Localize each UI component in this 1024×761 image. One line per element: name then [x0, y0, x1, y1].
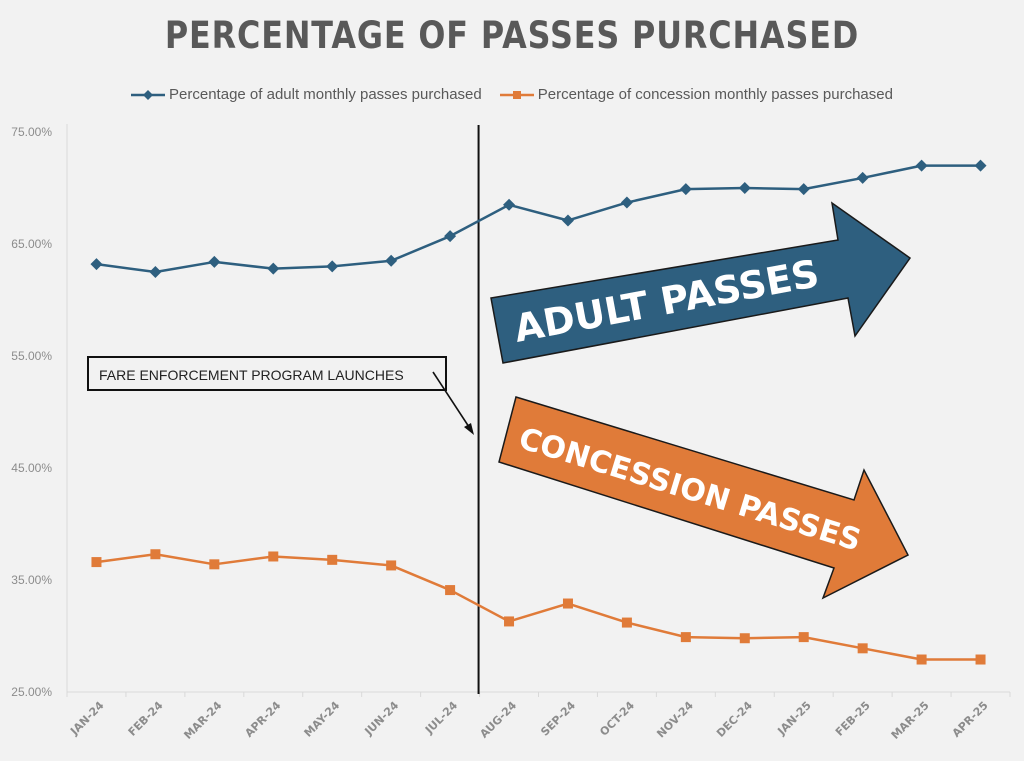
legend-marker-concession-icon — [499, 90, 534, 99]
x-tick-label: FEB-24 — [126, 699, 166, 739]
data-point — [680, 632, 691, 643]
data-point — [975, 654, 986, 665]
y-tick-label: 65.00% — [11, 237, 52, 251]
data-point — [149, 266, 162, 278]
data-point — [385, 254, 398, 267]
data-point — [797, 183, 810, 196]
data-point — [209, 559, 220, 570]
legend-marker-adult-icon — [131, 89, 166, 100]
x-tick-label: JUN-24 — [362, 699, 402, 739]
x-tick-label: APR-24 — [242, 699, 283, 740]
data-point — [327, 554, 338, 565]
y-axis-ticks: 25.00% 35.00% 45.00% 55.00% 65.00% 75.00% — [11, 125, 52, 699]
series-concession — [91, 549, 986, 665]
y-tick-label: 75.00% — [11, 125, 52, 139]
data-point — [738, 182, 751, 194]
data-point — [915, 159, 928, 172]
data-point — [444, 230, 457, 243]
x-tick-label: FEB-25 — [833, 699, 873, 739]
x-tick-label: OCT-24 — [597, 699, 637, 739]
data-point — [267, 262, 280, 275]
concession-trend-arrow: CONCESSION PASSES — [498, 396, 910, 600]
data-point — [445, 585, 456, 596]
data-point — [268, 551, 279, 562]
y-tick-label: 25.00% — [11, 685, 52, 699]
x-tick-label: JAN-24 — [67, 699, 107, 739]
data-point — [974, 159, 987, 172]
data-point — [150, 549, 161, 560]
data-point — [504, 616, 515, 627]
event-annotation-text: FARE ENFORCEMENT PROGRAM LAUNCHES — [99, 367, 404, 383]
data-point — [208, 255, 221, 268]
event-annotation: FARE ENFORCEMENT PROGRAM LAUNCHES — [87, 356, 474, 435]
x-tick-label: JUL-24 — [422, 699, 460, 737]
adult-trend-arrow-shape — [490, 201, 912, 364]
x-tick-label: SEP-24 — [538, 699, 578, 739]
legend-label-concession: Percentage of concession monthly passes … — [537, 86, 893, 103]
legend-item-adult: Percentage of adult monthly passes purch… — [131, 86, 482, 103]
x-tick-label: MAY-24 — [302, 699, 343, 740]
x-tick-label: NOV-24 — [654, 699, 696, 741]
event-annotation-arrowhead-icon — [464, 423, 474, 435]
x-axis-ticks: JAN-24 FEB-24 MAR-24 APR-24 MAY-24 JUN-24 JUL-… — [66, 692, 1011, 742]
data-point — [679, 183, 692, 196]
adult-trend-arrow: ADULT PASSES — [490, 201, 912, 364]
data-point — [620, 196, 633, 209]
series-line — [96, 164, 981, 274]
data-point — [798, 632, 809, 643]
series-line — [96, 552, 981, 661]
data-point — [916, 654, 927, 665]
data-point — [326, 260, 339, 273]
data-point — [90, 258, 103, 271]
legend: Percentage of adult monthly passes purch… — [0, 86, 1024, 103]
data-point — [621, 617, 632, 628]
x-tick-label: APR-25 — [950, 699, 991, 740]
series-adult — [90, 159, 987, 278]
data-point — [739, 633, 750, 644]
data-point — [561, 214, 574, 227]
x-tick-label: JAN-25 — [774, 699, 813, 738]
x-tick-label: AUG-24 — [477, 699, 519, 741]
legend-label-adult: Percentage of adult monthly passes purch… — [169, 86, 482, 103]
y-tick-label: 35.00% — [11, 573, 52, 587]
data-point — [386, 560, 397, 571]
data-point — [562, 598, 573, 609]
event-annotation-arrow — [432, 371, 472, 431]
x-tick-label: DEC-24 — [714, 699, 755, 740]
event-annotation-box — [87, 356, 447, 391]
x-tick-label: MAR-25 — [889, 699, 932, 742]
y-tick-label: 55.00% — [11, 349, 52, 363]
data-point — [857, 643, 868, 654]
data-point — [91, 557, 102, 568]
data-point — [856, 171, 869, 184]
x-tick-label: MAR-24 — [181, 699, 224, 742]
chart-title: PERCENTAGE OF PASSES PURCHASED — [164, 14, 860, 57]
adult-trend-arrow-label: ADULT PASSES — [511, 251, 823, 351]
concession-trend-arrow-shape — [498, 396, 910, 600]
legend-item-concession: Percentage of concession monthly passes … — [499, 86, 893, 103]
y-tick-label: 45.00% — [11, 461, 52, 475]
series-layer — [90, 159, 987, 665]
data-point — [503, 198, 516, 211]
